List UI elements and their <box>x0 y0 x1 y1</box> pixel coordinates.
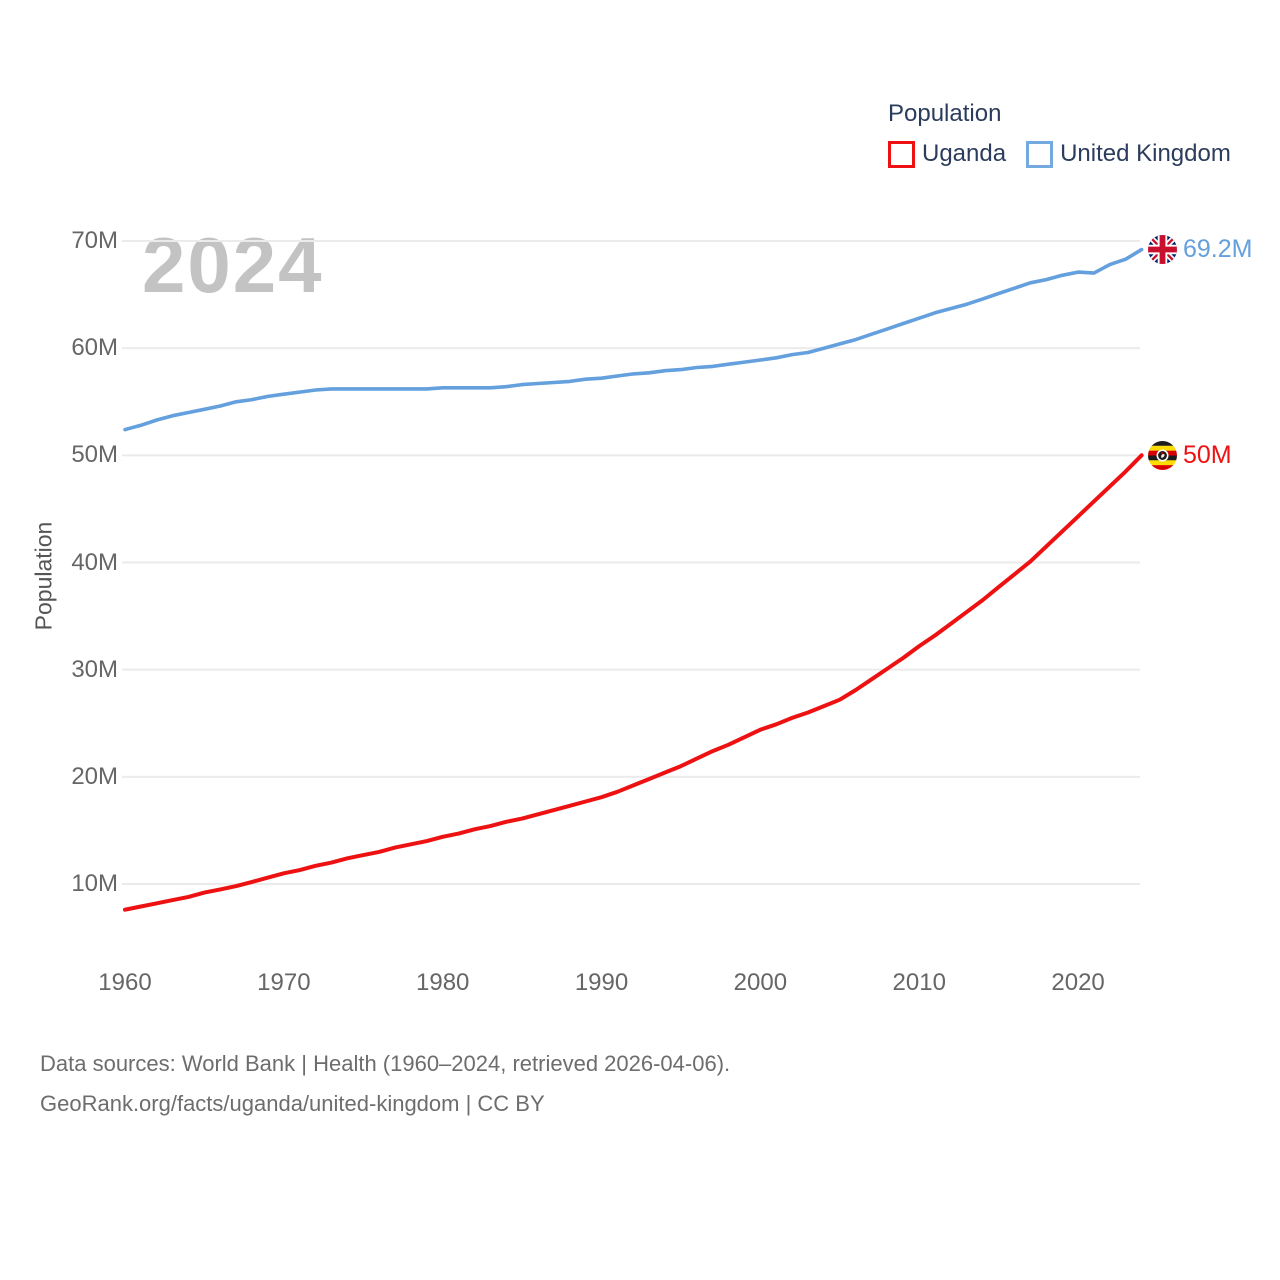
legend-item-uganda[interactable]: Uganda <box>888 140 1006 168</box>
legend-item-label: Uganda <box>922 140 1007 167</box>
y-axis-tick-40M: 40M <box>71 548 118 576</box>
united-kingdom-swatch-icon <box>1026 140 1054 168</box>
x-axis-tick-1960: 1960 <box>98 969 152 996</box>
uganda-swatch-icon <box>888 140 915 168</box>
y-axis-tick-30M: 30M <box>71 655 118 683</box>
y-axis-tick-50M: 50M <box>71 441 118 469</box>
x-axis-tick-1980: 1980 <box>415 969 470 996</box>
uk-flag-icon <box>1148 235 1177 264</box>
uk-end-value: 69.2M <box>1183 235 1253 263</box>
united-kingdom-line <box>123 247 1144 432</box>
x-axis-tick-2000: 2000 <box>733 969 788 996</box>
x-axis-tick-2010: 2010 <box>892 969 946 996</box>
x-axis-tick-1990: 1990 <box>574 969 629 996</box>
uganda-end-value: 50M <box>1183 441 1232 469</box>
x-axis-tick-1970: 1970 <box>257 969 311 996</box>
footer: Data sources: World Bank | Health (1960–… <box>40 1044 730 1124</box>
legend-item-label: United Kingdom <box>1060 140 1231 167</box>
uk-end-label: 69.2M <box>1148 235 1252 264</box>
footer-attribution-link[interactable]: GeoRank.org/facts/uganda/united-kingdom … <box>40 1091 545 1116</box>
uganda-flag-icon <box>1148 441 1177 470</box>
legend-title: Population <box>888 100 1002 127</box>
uganda-line <box>123 453 1144 912</box>
footer-data-sources: Data sources: World Bank | Health (1960–… <box>40 1051 731 1076</box>
watermark-year: 2024 <box>142 221 324 309</box>
legend-item-united-kingdom[interactable]: United Kingdom <box>1026 140 1231 168</box>
legend: Population Uganda United Kingdom <box>888 100 1231 168</box>
x-axis-tick-2020: 2020 <box>1051 969 1105 996</box>
y-axis-tick-60M: 60M <box>71 334 118 362</box>
uganda-end-label: 50M <box>1148 441 1232 470</box>
y-axis-tick-10M: 10M <box>71 870 118 897</box>
legend-items: Uganda United Kingdom <box>888 140 1231 168</box>
y-axis-tick-70M: 70M <box>71 227 118 254</box>
y-axis-tick-20M: 20M <box>71 762 118 790</box>
